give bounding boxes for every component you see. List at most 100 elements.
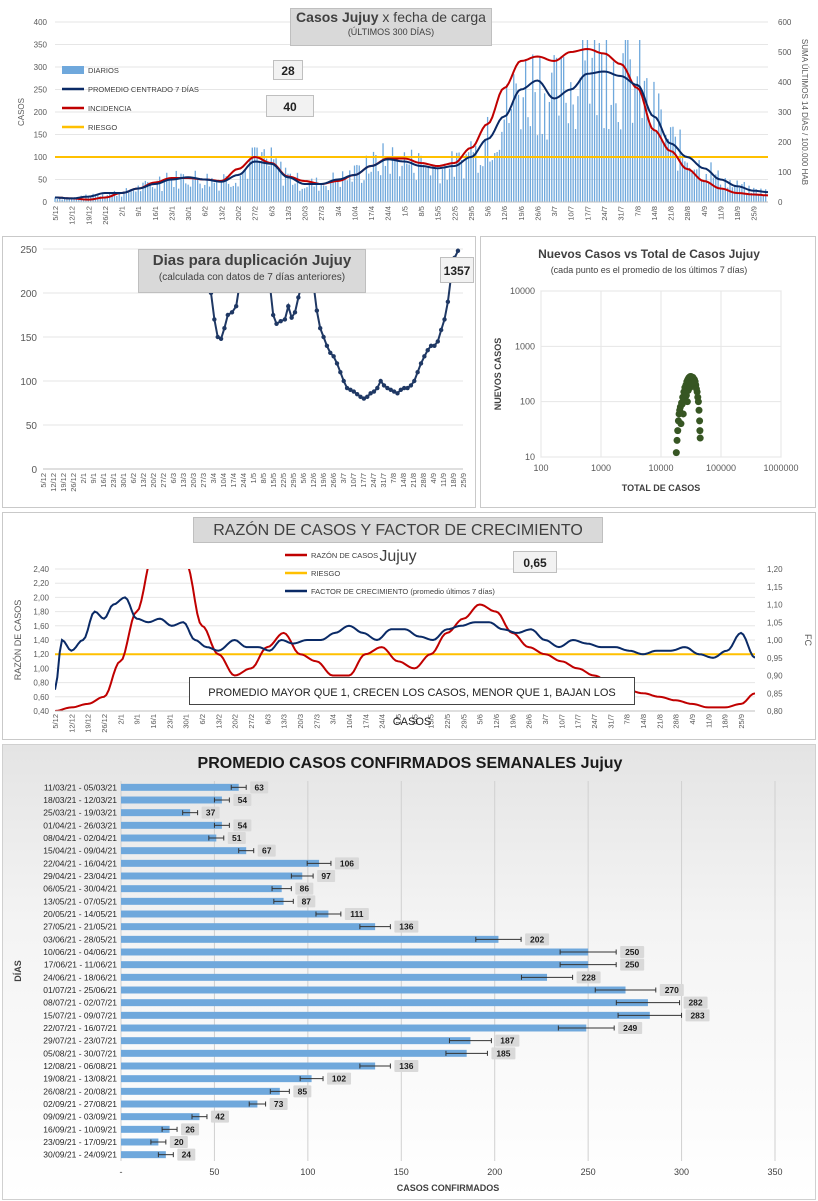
semanal-x-tick: 100 [300,1167,315,1177]
duplicacion-point [334,361,340,366]
semanal-x-tick: 350 [767,1167,782,1177]
casos-diarios-bar [410,149,413,202]
casos-diarios-bar [380,175,382,202]
casos-diarios-bar [56,199,59,202]
casos-diarios-bar [334,181,337,202]
semanal-bar [121,1100,258,1108]
casos-x-tick: 1/5 [400,206,409,216]
casos-x-tick: 31/7 [617,206,626,221]
semanal-value-label-bg [618,1022,643,1034]
duplicacion-x-tick: 28/8 [419,473,428,488]
semanal-value-label: 283 [690,1010,704,1020]
casos-diarios-bar [147,182,149,202]
casos-diarios-bar [610,104,612,202]
duplicacion-point [331,354,336,359]
duplicacion-point [292,310,298,315]
casos-diarios-bar [508,123,510,202]
casos-chart-title-rest: x fecha de carga [378,9,486,25]
razon-y2-tick: 1,05 [767,618,783,627]
duplicacion-x-tick: 26/6 [329,473,338,488]
casos-diarios-bar [104,196,106,202]
semanal-value-label-bg [334,857,359,870]
casos-diarios-bar [78,198,80,202]
duplicacion-x-tick: 18/9 [449,473,458,488]
duplicacion-point [415,370,420,375]
casos-diarios-bar [292,184,294,202]
semanal-value-label: 86 [300,884,310,894]
casos-y-tick: 350 [34,41,48,50]
casos-diarios-bar [199,183,201,202]
casos-diarios-bar [125,188,127,202]
casos-diarios-bar [299,190,301,202]
razon-y-tick: 1,80 [33,608,49,617]
duplicacion-x-tick: 9/1 [89,473,98,483]
razon-y-tick: 2,40 [33,565,49,574]
casos-diarios-bar [268,165,270,202]
duplicacion-x-tick: 27/2 [159,473,168,488]
casos-diarios-bar [658,93,660,202]
casos-x-tick: 21/8 [667,206,676,221]
casos-diarios-bar [691,172,693,202]
semanal-bar [121,783,239,791]
casos-diarios-bar [475,145,477,202]
nuevos-vs-total-subtitle: (cada punto es el promedio de los último… [550,265,748,275]
duplicacion-point [361,396,367,401]
semanal-value-label: 249 [623,1023,637,1033]
casos-diarios-bar [650,129,653,202]
casos-diarios-bar [106,195,108,202]
casos-diarios-bar [113,190,116,202]
casos-diarios-bar [59,197,61,202]
casos-diarios-bar [389,173,391,202]
casos-diarios-bar [232,185,234,202]
casos-diarios-bar [211,177,213,202]
duplicacion-point [438,327,444,333]
semanal-value-label-bg [394,920,419,933]
semanal-value-label-bg [525,933,550,946]
semanal-category-label: 24/06/21 - 18/06/21 [43,972,117,982]
razon-y-tick: 1,20 [33,650,49,659]
duplicacion-point [314,308,320,313]
casos-diarios-bar [717,170,719,202]
duplicacion-x-tick: 13/2 [139,473,148,488]
casos-diarios-bar [567,123,570,202]
razon-y2-tick: 0,90 [767,672,783,681]
casos-diarios-bar [596,115,598,202]
casos-diarios-bar [674,136,677,202]
semanal-value-label: 37 [206,808,216,818]
casos-diarios-bar [598,43,600,202]
duplicacion-x-tick: 14/8 [399,473,408,488]
casos-y2-tick: 600 [778,18,792,27]
casos-x-tick: 17/4 [367,206,376,221]
casos-diarios-bar [579,77,581,202]
casos-diarios-bar [161,191,163,202]
semanal-category-label: 15/04/21 - 09/04/21 [43,846,117,856]
casos-diarios-bar [185,183,187,202]
casos-incidencia-line [55,47,769,201]
duplicacion-x-tick: 11/9 [439,473,448,487]
casos-diarios-bar [584,60,586,202]
duplicacion-point [365,394,370,400]
nuevos-x-label: TOTAL DE CASOS [622,483,701,493]
casos-diarios-bar [154,188,156,202]
semanal-category-label: 12/08/21 - 06/08/21 [43,1061,117,1071]
razon-x-tick: 7/8 [623,714,632,724]
semanal-category-label: 08/07/21 - 02/07/21 [43,998,117,1008]
casos-diarios-bar [142,182,144,202]
semanal-bar [121,1113,200,1121]
semanal-category-label: 25/03/21 - 19/03/21 [43,808,117,818]
duplicacion-x-tick: 29/5 [289,473,298,488]
semanal-bar [121,872,303,880]
casos-diarios-bar [437,168,439,202]
razon-x-tick: 11/9 [704,714,713,728]
duplicacion-point [341,378,346,384]
razon-x-tick: 26/12 [100,714,109,733]
casos-diarios-bar [315,177,318,202]
casos-value-box-2: 40 [266,95,314,117]
duplicacion-title: Dias para duplicación Jujuy [152,252,352,269]
casos-diarios-bar [608,129,610,202]
duplicacion-point [354,392,360,397]
nuevos-point [695,406,703,414]
nuevos-point [691,378,699,386]
casos-diarios-bar [441,169,444,202]
casos-diarios-bar [330,182,332,202]
